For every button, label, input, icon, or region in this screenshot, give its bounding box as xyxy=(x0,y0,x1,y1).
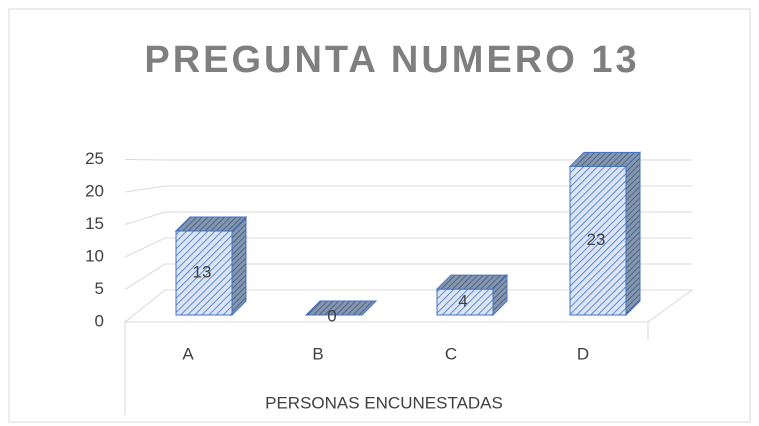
x-axis-label: PERSONAS ENCUNESTADAS xyxy=(265,393,503,412)
data-label: 0 xyxy=(327,306,336,325)
chart-title: PREGUNTA NUMERO 13 xyxy=(144,39,639,81)
bar-side xyxy=(231,215,247,317)
y-tick-label: 20 xyxy=(85,181,104,200)
x-tick-label: C xyxy=(445,344,457,363)
y-tick-label: 5 xyxy=(95,279,104,298)
x-tick-label: D xyxy=(577,344,589,363)
bar-top xyxy=(174,216,248,232)
bar-front xyxy=(175,230,233,316)
floor xyxy=(123,289,694,323)
data-label: 13 xyxy=(193,262,212,281)
y-tick-label: 15 xyxy=(85,214,104,233)
x-tick-label: B xyxy=(312,344,323,363)
bar-top xyxy=(304,300,378,316)
y-tick-label: 25 xyxy=(85,149,104,168)
grid-line xyxy=(124,263,692,290)
grid-line xyxy=(124,211,692,225)
grid-line xyxy=(124,159,692,161)
bar-side xyxy=(625,151,641,317)
bar-top xyxy=(568,151,642,167)
grid-line xyxy=(124,237,692,258)
data-label: 23 xyxy=(587,230,606,249)
grid-line xyxy=(124,185,692,193)
bar-top xyxy=(435,274,509,290)
y-tick-label: 0 xyxy=(95,311,104,330)
data-label: 4 xyxy=(458,292,467,311)
y-tick-label: 10 xyxy=(85,246,104,265)
bar-front xyxy=(569,165,627,316)
x-tick-label: A xyxy=(182,344,194,363)
